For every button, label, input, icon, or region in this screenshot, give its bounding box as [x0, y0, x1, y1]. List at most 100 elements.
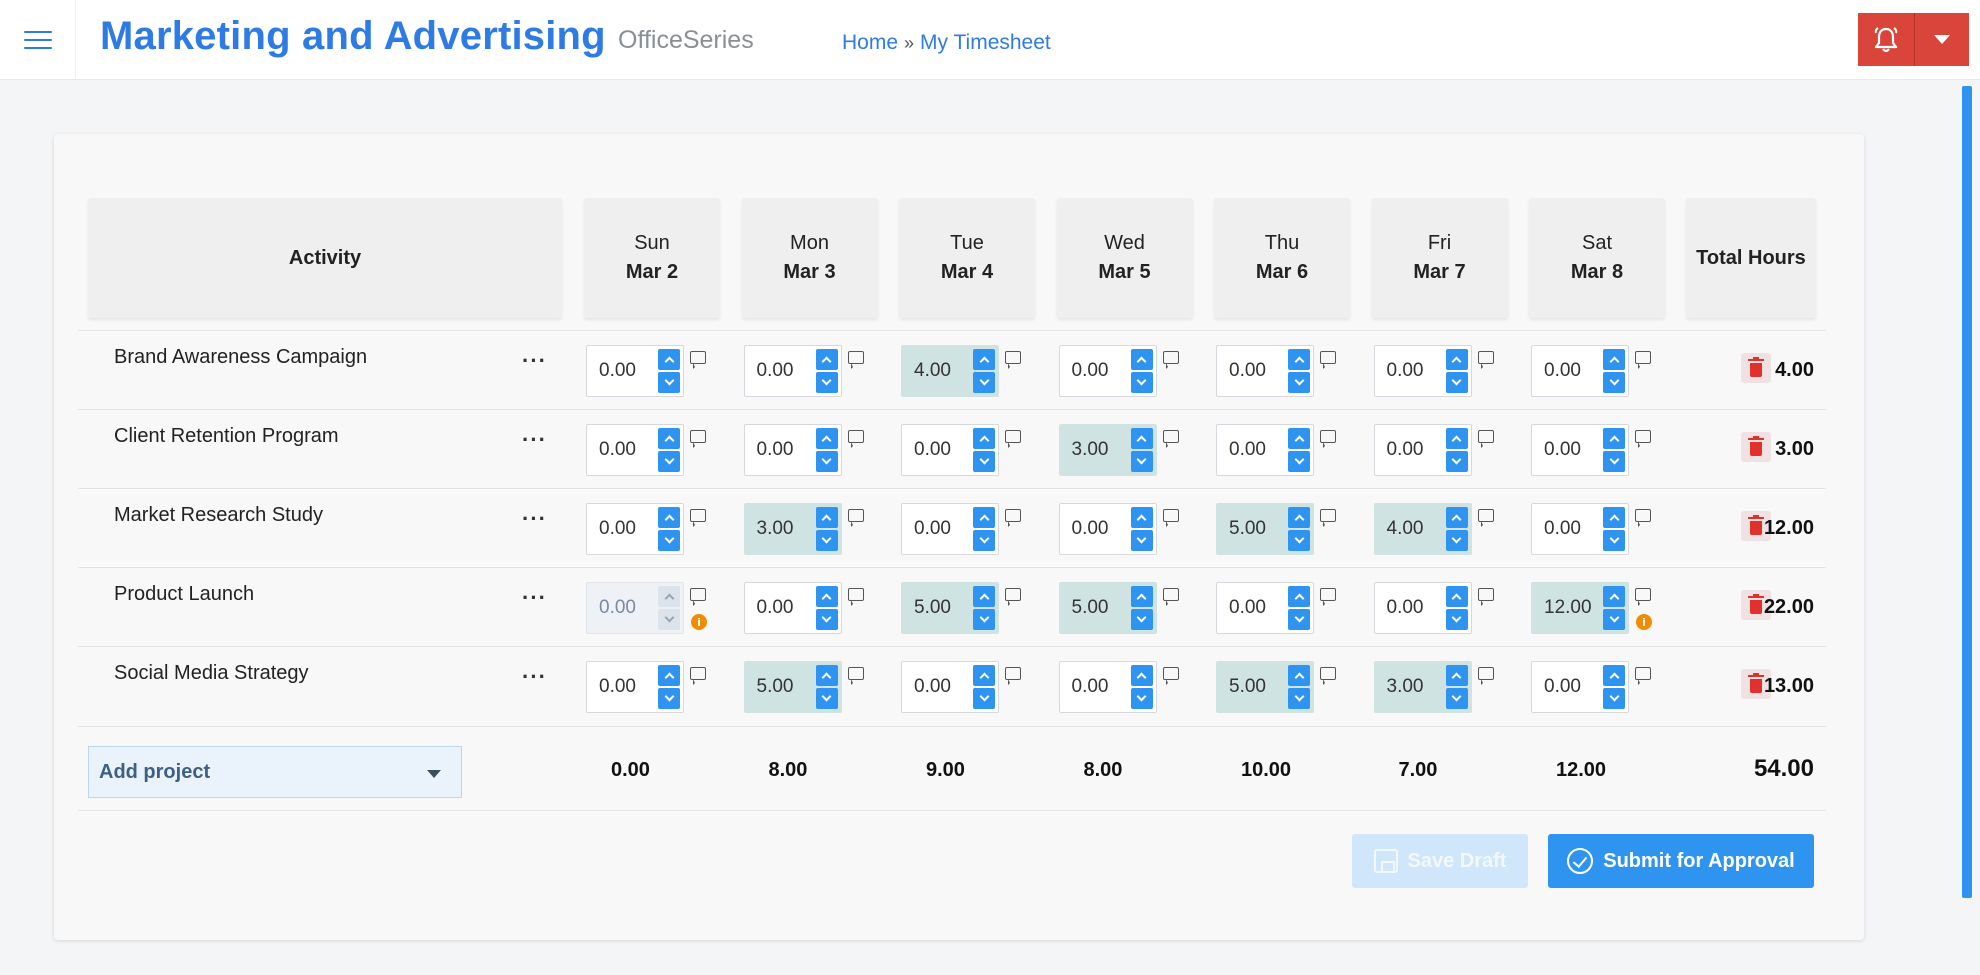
decrement-button[interactable]	[1445, 451, 1468, 472]
comment-icon[interactable]	[1162, 588, 1179, 606]
comment-icon[interactable]	[1005, 588, 1021, 606]
delete-row-button[interactable]	[1741, 353, 1771, 383]
decrement-button[interactable]	[658, 451, 680, 472]
increment-button[interactable]	[658, 349, 680, 370]
increment-button[interactable]	[973, 349, 995, 370]
increment-button[interactable]	[1445, 428, 1468, 449]
submit-for-approval-button[interactable]: Submit for Approval	[1548, 834, 1814, 888]
hours-input[interactable]: 0.00	[586, 661, 684, 713]
decrement-button[interactable]	[1288, 530, 1310, 551]
decrement-button[interactable]	[973, 609, 995, 630]
increment-button[interactable]	[815, 586, 838, 607]
increment-button[interactable]	[1288, 349, 1310, 370]
user-menu-button[interactable]	[1914, 13, 1969, 66]
more-options-button[interactable]: ···	[522, 427, 547, 452]
increment-button[interactable]	[973, 507, 995, 528]
decrement-button[interactable]	[1130, 609, 1153, 630]
decrement-button[interactable]	[1445, 530, 1468, 551]
more-options-button[interactable]: ···	[522, 585, 547, 610]
decrement-button[interactable]	[1288, 609, 1310, 630]
add-project-dropdown[interactable]: Add project	[88, 746, 462, 798]
decrement-button[interactable]	[1130, 530, 1153, 551]
increment-button[interactable]	[1130, 349, 1153, 370]
increment-button[interactable]	[815, 507, 838, 528]
comment-icon[interactable]	[1162, 430, 1179, 448]
comment-icon[interactable]	[690, 667, 706, 685]
increment-button[interactable]	[973, 586, 995, 607]
comment-icon[interactable]	[1005, 509, 1021, 527]
more-options-button[interactable]: ···	[522, 348, 547, 373]
increment-button[interactable]	[1603, 507, 1625, 528]
comment-icon[interactable]	[1635, 588, 1651, 606]
increment-button[interactable]	[1603, 428, 1625, 449]
decrement-button[interactable]	[1130, 372, 1153, 393]
decrement-button[interactable]	[815, 530, 838, 551]
increment-button[interactable]	[658, 428, 680, 449]
decrement-button[interactable]	[815, 609, 838, 630]
hours-input[interactable]: 0.00	[1373, 582, 1472, 634]
increment-button[interactable]	[973, 428, 995, 449]
comment-icon[interactable]	[1162, 351, 1179, 369]
increment-button[interactable]	[1288, 507, 1310, 528]
decrement-button[interactable]	[973, 530, 995, 551]
more-options-button[interactable]: ···	[522, 664, 547, 689]
delete-row-button[interactable]	[1741, 432, 1771, 462]
comment-icon[interactable]	[1635, 351, 1651, 369]
comment-icon[interactable]	[1635, 509, 1651, 527]
notifications-button[interactable]	[1858, 13, 1914, 66]
delete-row-button[interactable]	[1741, 669, 1771, 699]
save-draft-button[interactable]: Save Draft	[1352, 834, 1528, 888]
comment-icon[interactable]	[1005, 351, 1021, 369]
increment-button[interactable]	[1288, 428, 1310, 449]
comment-icon[interactable]	[1005, 667, 1021, 685]
decrement-button[interactable]	[973, 372, 995, 393]
comment-icon[interactable]	[1162, 509, 1179, 527]
decrement-button[interactable]	[815, 688, 838, 709]
increment-button[interactable]	[1288, 665, 1310, 686]
decrement-button[interactable]	[973, 688, 995, 709]
increment-button[interactable]	[973, 665, 995, 686]
delete-row-button[interactable]	[1741, 511, 1771, 541]
increment-button[interactable]	[815, 665, 838, 686]
decrement-button[interactable]	[658, 688, 680, 709]
increment-button[interactable]	[1603, 665, 1625, 686]
comment-icon[interactable]	[1162, 667, 1179, 685]
scrollbar-thumb[interactable]	[1962, 86, 1972, 898]
comment-icon[interactable]	[847, 351, 864, 369]
decrement-button[interactable]	[1130, 451, 1153, 472]
decrement-button[interactable]	[658, 372, 680, 393]
decrement-button[interactable]	[1603, 451, 1625, 472]
decrement-button[interactable]	[1288, 688, 1310, 709]
comment-icon[interactable]	[1320, 667, 1336, 685]
comment-icon[interactable]	[1477, 588, 1494, 606]
hours-input[interactable]: 0.00	[1373, 424, 1472, 476]
comment-icon[interactable]	[690, 509, 706, 527]
increment-button[interactable]	[658, 665, 680, 686]
increment-button[interactable]	[1445, 586, 1468, 607]
comment-icon[interactable]	[847, 430, 864, 448]
comment-icon[interactable]	[1477, 667, 1494, 685]
comment-icon[interactable]	[690, 430, 706, 448]
comment-icon[interactable]	[1320, 588, 1336, 606]
increment-button[interactable]	[1288, 586, 1310, 607]
comment-icon[interactable]	[1635, 430, 1651, 448]
comment-icon[interactable]	[1320, 351, 1336, 369]
comment-icon[interactable]	[847, 667, 864, 685]
delete-row-button[interactable]	[1741, 590, 1771, 620]
decrement-button[interactable]	[1445, 609, 1468, 630]
comment-icon[interactable]	[1320, 430, 1336, 448]
decrement-button[interactable]	[1288, 372, 1310, 393]
decrement-button[interactable]	[1603, 372, 1625, 393]
breadcrumb-home[interactable]: Home	[842, 31, 899, 54]
comment-icon[interactable]	[847, 588, 864, 606]
comment-icon[interactable]	[690, 351, 706, 369]
increment-button[interactable]	[658, 507, 680, 528]
comment-icon[interactable]	[1477, 430, 1494, 448]
comment-icon[interactable]	[1477, 509, 1494, 527]
decrement-button[interactable]	[1130, 688, 1153, 709]
increment-button[interactable]	[1603, 586, 1625, 607]
comment-icon[interactable]	[690, 588, 706, 606]
menu-button[interactable]	[0, 0, 76, 79]
decrement-button[interactable]	[1445, 688, 1468, 709]
breadcrumb-my-timesheet[interactable]: My Timesheet	[920, 31, 1051, 54]
